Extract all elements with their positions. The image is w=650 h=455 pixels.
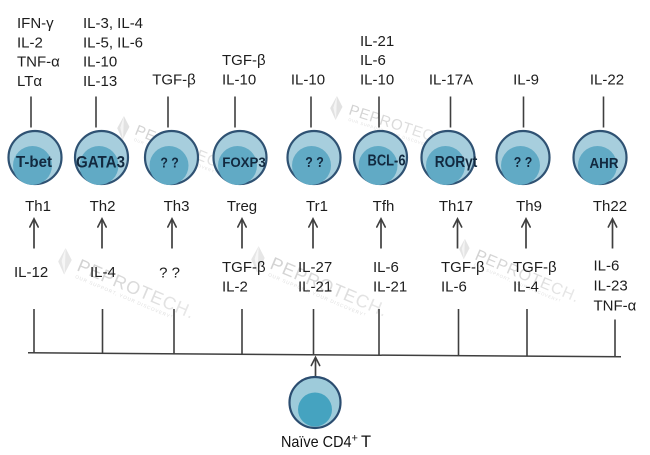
svg-text:+: + [352,433,358,445]
svg-text:BCL-6: BCL-6 [368,153,406,170]
svg-text:? ?: ? ? [514,154,533,171]
svg-text:? ?: ? ? [159,265,180,282]
svg-text:Tfh: Tfh [373,198,395,215]
svg-text:IL-21: IL-21 [360,33,394,50]
svg-text:IL-17A: IL-17A [429,72,473,89]
svg-text:TNF-α: TNF-α [594,298,637,315]
svg-text:FOXP3: FOXP3 [222,155,266,170]
svg-text:IL-21: IL-21 [298,279,332,296]
svg-text:IL-10: IL-10 [360,72,394,89]
svg-text:IL-6: IL-6 [373,259,399,276]
svg-text:? ?: ? ? [305,154,324,171]
svg-text:IL-4: IL-4 [513,279,539,296]
svg-text:RORγt: RORγt [435,154,478,171]
svg-text:GATA3: GATA3 [76,154,125,172]
svg-text:TGF-β: TGF-β [513,259,557,276]
svg-text:IL-23: IL-23 [594,278,628,295]
svg-text:Th22: Th22 [593,198,627,215]
svg-text:IL-9: IL-9 [513,72,539,89]
svg-text:IFN-γ: IFN-γ [17,15,54,32]
svg-text:Th3: Th3 [164,198,190,215]
svg-text:TGF-β: TGF-β [441,259,485,276]
svg-text:TGF-β: TGF-β [222,52,266,69]
svg-text:Th1: Th1 [25,198,51,215]
svg-text:IL-10: IL-10 [291,72,325,89]
svg-text:TNF-α: TNF-α [17,54,60,71]
svg-text:? ?: ? ? [160,155,179,172]
svg-text:AHR: AHR [590,155,619,172]
svg-text:Naïve CD4: Naïve CD4 [281,434,352,451]
svg-text:IL-6: IL-6 [441,279,467,296]
svg-text:Th17: Th17 [439,198,473,215]
svg-text:IL-13: IL-13 [83,73,117,90]
svg-text:Tr1: Tr1 [306,198,328,215]
svg-text:TGF-β: TGF-β [222,259,266,276]
svg-text:Th9: Th9 [516,198,542,215]
svg-text:T-bet: T-bet [16,154,53,171]
svg-text:IL-3, IL-4: IL-3, IL-4 [83,15,143,32]
svg-text:IL-21: IL-21 [373,279,407,296]
svg-text:IL-6: IL-6 [594,258,620,275]
svg-text:IL-4: IL-4 [90,264,116,281]
svg-text:TGF-β: TGF-β [152,72,196,89]
svg-text:IL-5, IL-6: IL-5, IL-6 [83,34,143,51]
svg-text:Treg: Treg [227,198,257,215]
svg-text:IL-2: IL-2 [222,279,248,296]
svg-text:T: T [361,433,371,451]
svg-text:IL-27: IL-27 [298,259,332,276]
svg-text:IL-10: IL-10 [83,54,117,71]
svg-text:IL-10: IL-10 [222,72,256,89]
svg-text:Th2: Th2 [90,198,116,215]
svg-text:IL-6: IL-6 [360,52,386,69]
svg-text:LTα: LTα [17,73,42,90]
svg-text:IL-2: IL-2 [17,34,43,51]
svg-text:IL-22: IL-22 [590,72,624,89]
svg-text:IL-12: IL-12 [14,264,48,281]
